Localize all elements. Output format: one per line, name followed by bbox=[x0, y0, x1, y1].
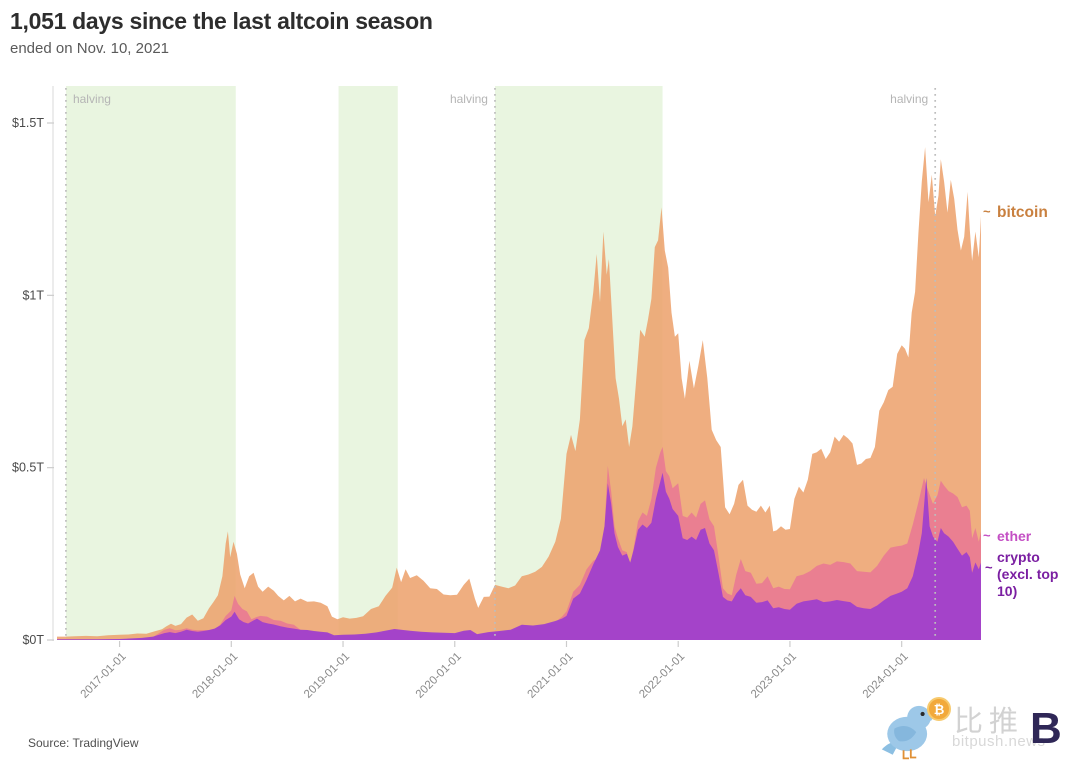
series-label-bitcoin: bitcoin bbox=[997, 204, 1048, 221]
bitcoin-symbol: ₿ bbox=[933, 701, 945, 717]
halving-label: halving bbox=[73, 92, 111, 106]
brand-mark-b: B bbox=[1030, 704, 1062, 753]
area-bitcoin bbox=[57, 147, 981, 640]
y-tick-label: $1T bbox=[22, 288, 44, 302]
series-marker-icon: ~ bbox=[983, 204, 991, 219]
x-tick-label: 2017-01-01 bbox=[79, 651, 129, 701]
y-tick-label: $0.5T bbox=[12, 461, 44, 475]
area-crypto_excl_top10 bbox=[57, 472, 981, 640]
source-text: Source: TradingView bbox=[28, 736, 139, 750]
series-label-crypto_excl_top10: 10) bbox=[997, 583, 1017, 599]
x-tick-label: 2018-01-01 bbox=[190, 651, 240, 701]
page-subtitle: ended on Nov. 10, 2021 bbox=[10, 40, 170, 57]
x-tick-label: 2021-01-01 bbox=[526, 651, 576, 701]
x-tick-label: 2023-01-01 bbox=[749, 651, 799, 701]
page-title: 1,051 days since the last altcoin season bbox=[10, 8, 433, 34]
series-label-crypto_excl_top10: (excl. top bbox=[997, 566, 1058, 582]
brand-name-chinese: 比推 bbox=[954, 706, 1025, 738]
altcoin-season-band bbox=[338, 86, 398, 640]
x-tick-label: 2022-01-01 bbox=[637, 651, 687, 701]
x-tick-label: 2019-01-01 bbox=[302, 651, 352, 701]
series-label-crypto_excl_top10: crypto bbox=[997, 549, 1040, 565]
y-tick-label: $1.5T bbox=[12, 116, 44, 130]
bitpush-logo: ₿ 比推 bitpush.news B bbox=[878, 694, 1066, 764]
altcoin-season-band bbox=[65, 86, 236, 640]
halving-label: halving bbox=[450, 92, 488, 106]
y-tick-label: $0T bbox=[22, 633, 44, 647]
series-label-ether: ether bbox=[997, 528, 1032, 544]
brand-domain: bitpush.news bbox=[952, 733, 1046, 750]
series-marker-icon: ~ bbox=[985, 560, 993, 575]
area-ether bbox=[57, 447, 981, 640]
bitcoin-coin-icon: ₿ bbox=[927, 697, 951, 721]
bird-icon bbox=[881, 705, 938, 760]
x-tick-label: 2020-01-01 bbox=[414, 651, 464, 701]
series-marker-icon: ~ bbox=[983, 528, 991, 543]
halving-label: halving bbox=[890, 92, 928, 106]
header: 1,051 days since the last altcoin season… bbox=[10, 8, 433, 57]
